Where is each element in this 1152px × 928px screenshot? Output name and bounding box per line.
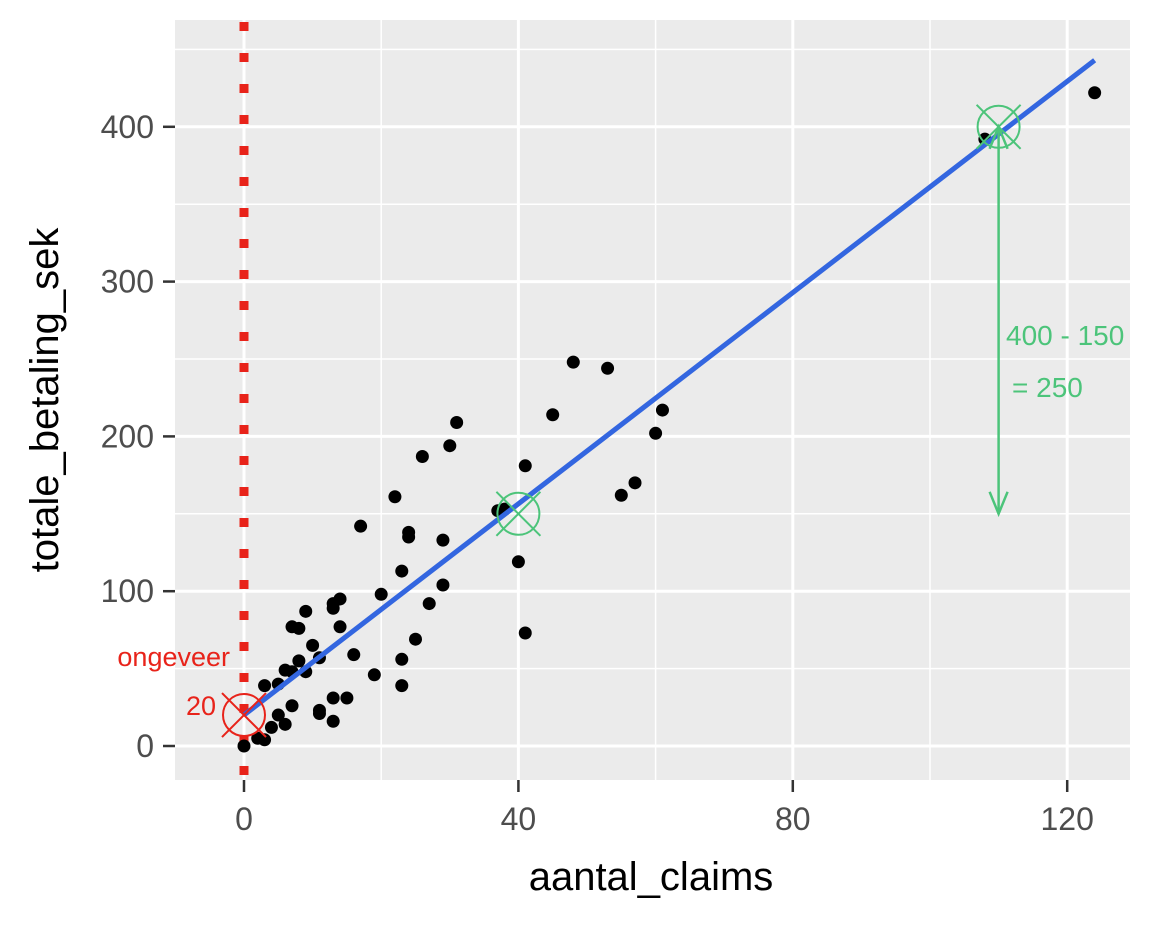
y-axis-title: totale_betaling_sek [23, 227, 67, 573]
annotation-20: 20 [186, 691, 216, 721]
y-tick-label: 100 [101, 573, 154, 609]
x-axis-ticks: 0 40 80 120 [235, 780, 1094, 837]
x-axis-title: aantal_claims [529, 855, 774, 899]
regression-line [242, 58, 1097, 718]
y-tick-label: 400 [101, 109, 154, 145]
y-tick-label: 300 [101, 264, 154, 300]
x-tick-label: 40 [501, 801, 537, 837]
y-tick-label: 200 [101, 418, 154, 454]
y-axis-ticks: 0 100 200 300 400 [101, 109, 175, 764]
annotation-difference: 400 - 150 [1006, 320, 1124, 351]
annotation-ongeveer: ongeveer [117, 642, 230, 672]
x-tick-label: 120 [1041, 801, 1094, 837]
x-tick-label: 80 [775, 801, 811, 837]
annotation-result: = 250 [1012, 372, 1083, 403]
x-tick-label: 0 [235, 801, 253, 837]
annotation-markers [221, 104, 1022, 738]
y-tick-label: 0 [136, 728, 154, 764]
